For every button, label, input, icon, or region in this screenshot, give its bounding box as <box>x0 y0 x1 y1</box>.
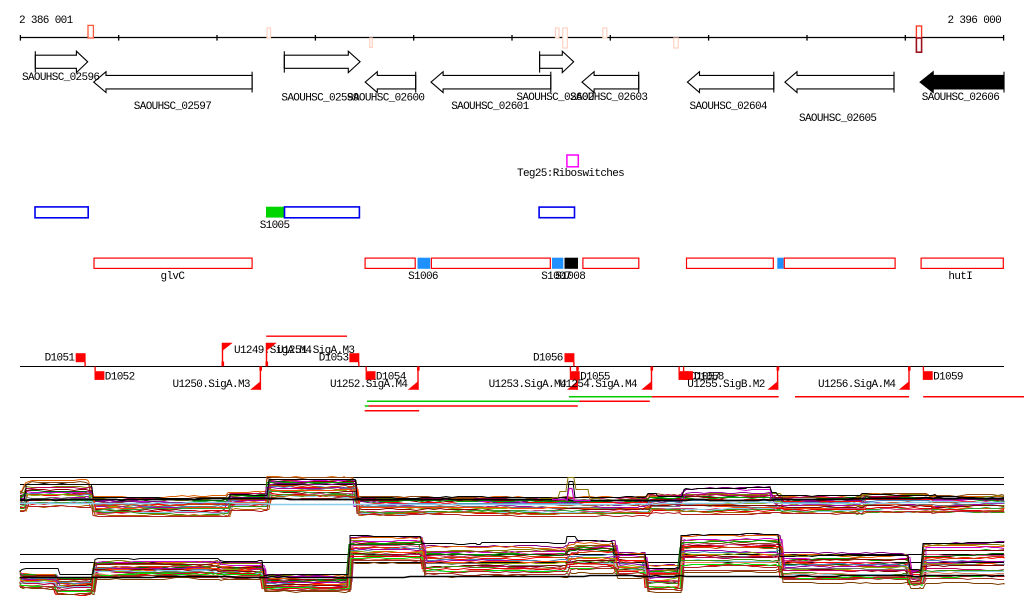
svg-text:2 396 000: 2 396 000 <box>948 15 1002 27</box>
svg-text:D1055: D1055 <box>580 371 610 383</box>
svg-text:SAOUHSC_02603: SAOUHSC_02603 <box>570 92 647 104</box>
svg-text:D1059: D1059 <box>933 371 963 383</box>
svg-text:D1053: D1053 <box>319 353 349 365</box>
svg-text:S1008: S1008 <box>555 271 585 283</box>
svg-text:SAOUHSC_02605: SAOUHSC_02605 <box>799 113 876 125</box>
svg-text:D1056: D1056 <box>533 353 563 365</box>
svg-text:SAOUHSC_02601: SAOUHSC_02601 <box>451 101 529 113</box>
svg-text:SAOUHSC_02606: SAOUHSC_02606 <box>922 92 999 104</box>
svg-text:Teg25:Riboswitches: Teg25:Riboswitches <box>517 168 624 180</box>
svg-text:D1057: D1057 <box>690 371 720 383</box>
svg-text:S1005: S1005 <box>260 220 290 232</box>
svg-text:U1251.SigA.M3: U1251.SigA.M3 <box>277 345 354 357</box>
svg-text:SAOUHSC_02602: SAOUHSC_02602 <box>516 92 593 104</box>
svg-text:2 386 001: 2 386 001 <box>19 15 74 27</box>
svg-text:U1252.SigA.M4: U1252.SigA.M4 <box>330 379 408 391</box>
svg-text:SAOUHSC_02604: SAOUHSC_02604 <box>690 101 768 113</box>
svg-text:D1054: D1054 <box>376 371 407 383</box>
svg-text:U1254.SigA.M4: U1254.SigA.M4 <box>560 379 638 391</box>
svg-text:SAOUHSC_02596: SAOUHSC_02596 <box>22 72 99 84</box>
svg-text:U1255.SigB.M2: U1255.SigB.M2 <box>687 379 764 391</box>
svg-text:U1250.SigA.M3: U1250.SigA.M3 <box>173 379 250 391</box>
svg-text:U1256.SigA.M4: U1256.SigA.M4 <box>818 379 896 391</box>
svg-text:glvC: glvC <box>161 271 186 283</box>
svg-text:D1051: D1051 <box>45 353 76 365</box>
svg-text:S1007: S1007 <box>541 271 571 283</box>
svg-text:U1249.SigA.M4: U1249.SigA.M4 <box>234 345 312 357</box>
svg-text:U1253.SigA.M4: U1253.SigA.M4 <box>489 379 567 391</box>
svg-text:D1058: D1058 <box>694 371 724 383</box>
svg-text:SAOUHSC_02597: SAOUHSC_02597 <box>134 101 211 113</box>
svg-text:SAOUHSC_02599: SAOUHSC_02599 <box>281 93 358 105</box>
svg-text:hutI: hutI <box>948 271 972 283</box>
svg-text:SAOUHSC_02600: SAOUHSC_02600 <box>347 93 424 105</box>
svg-text:S1006: S1006 <box>408 271 438 283</box>
svg-text:D1052: D1052 <box>105 371 135 383</box>
